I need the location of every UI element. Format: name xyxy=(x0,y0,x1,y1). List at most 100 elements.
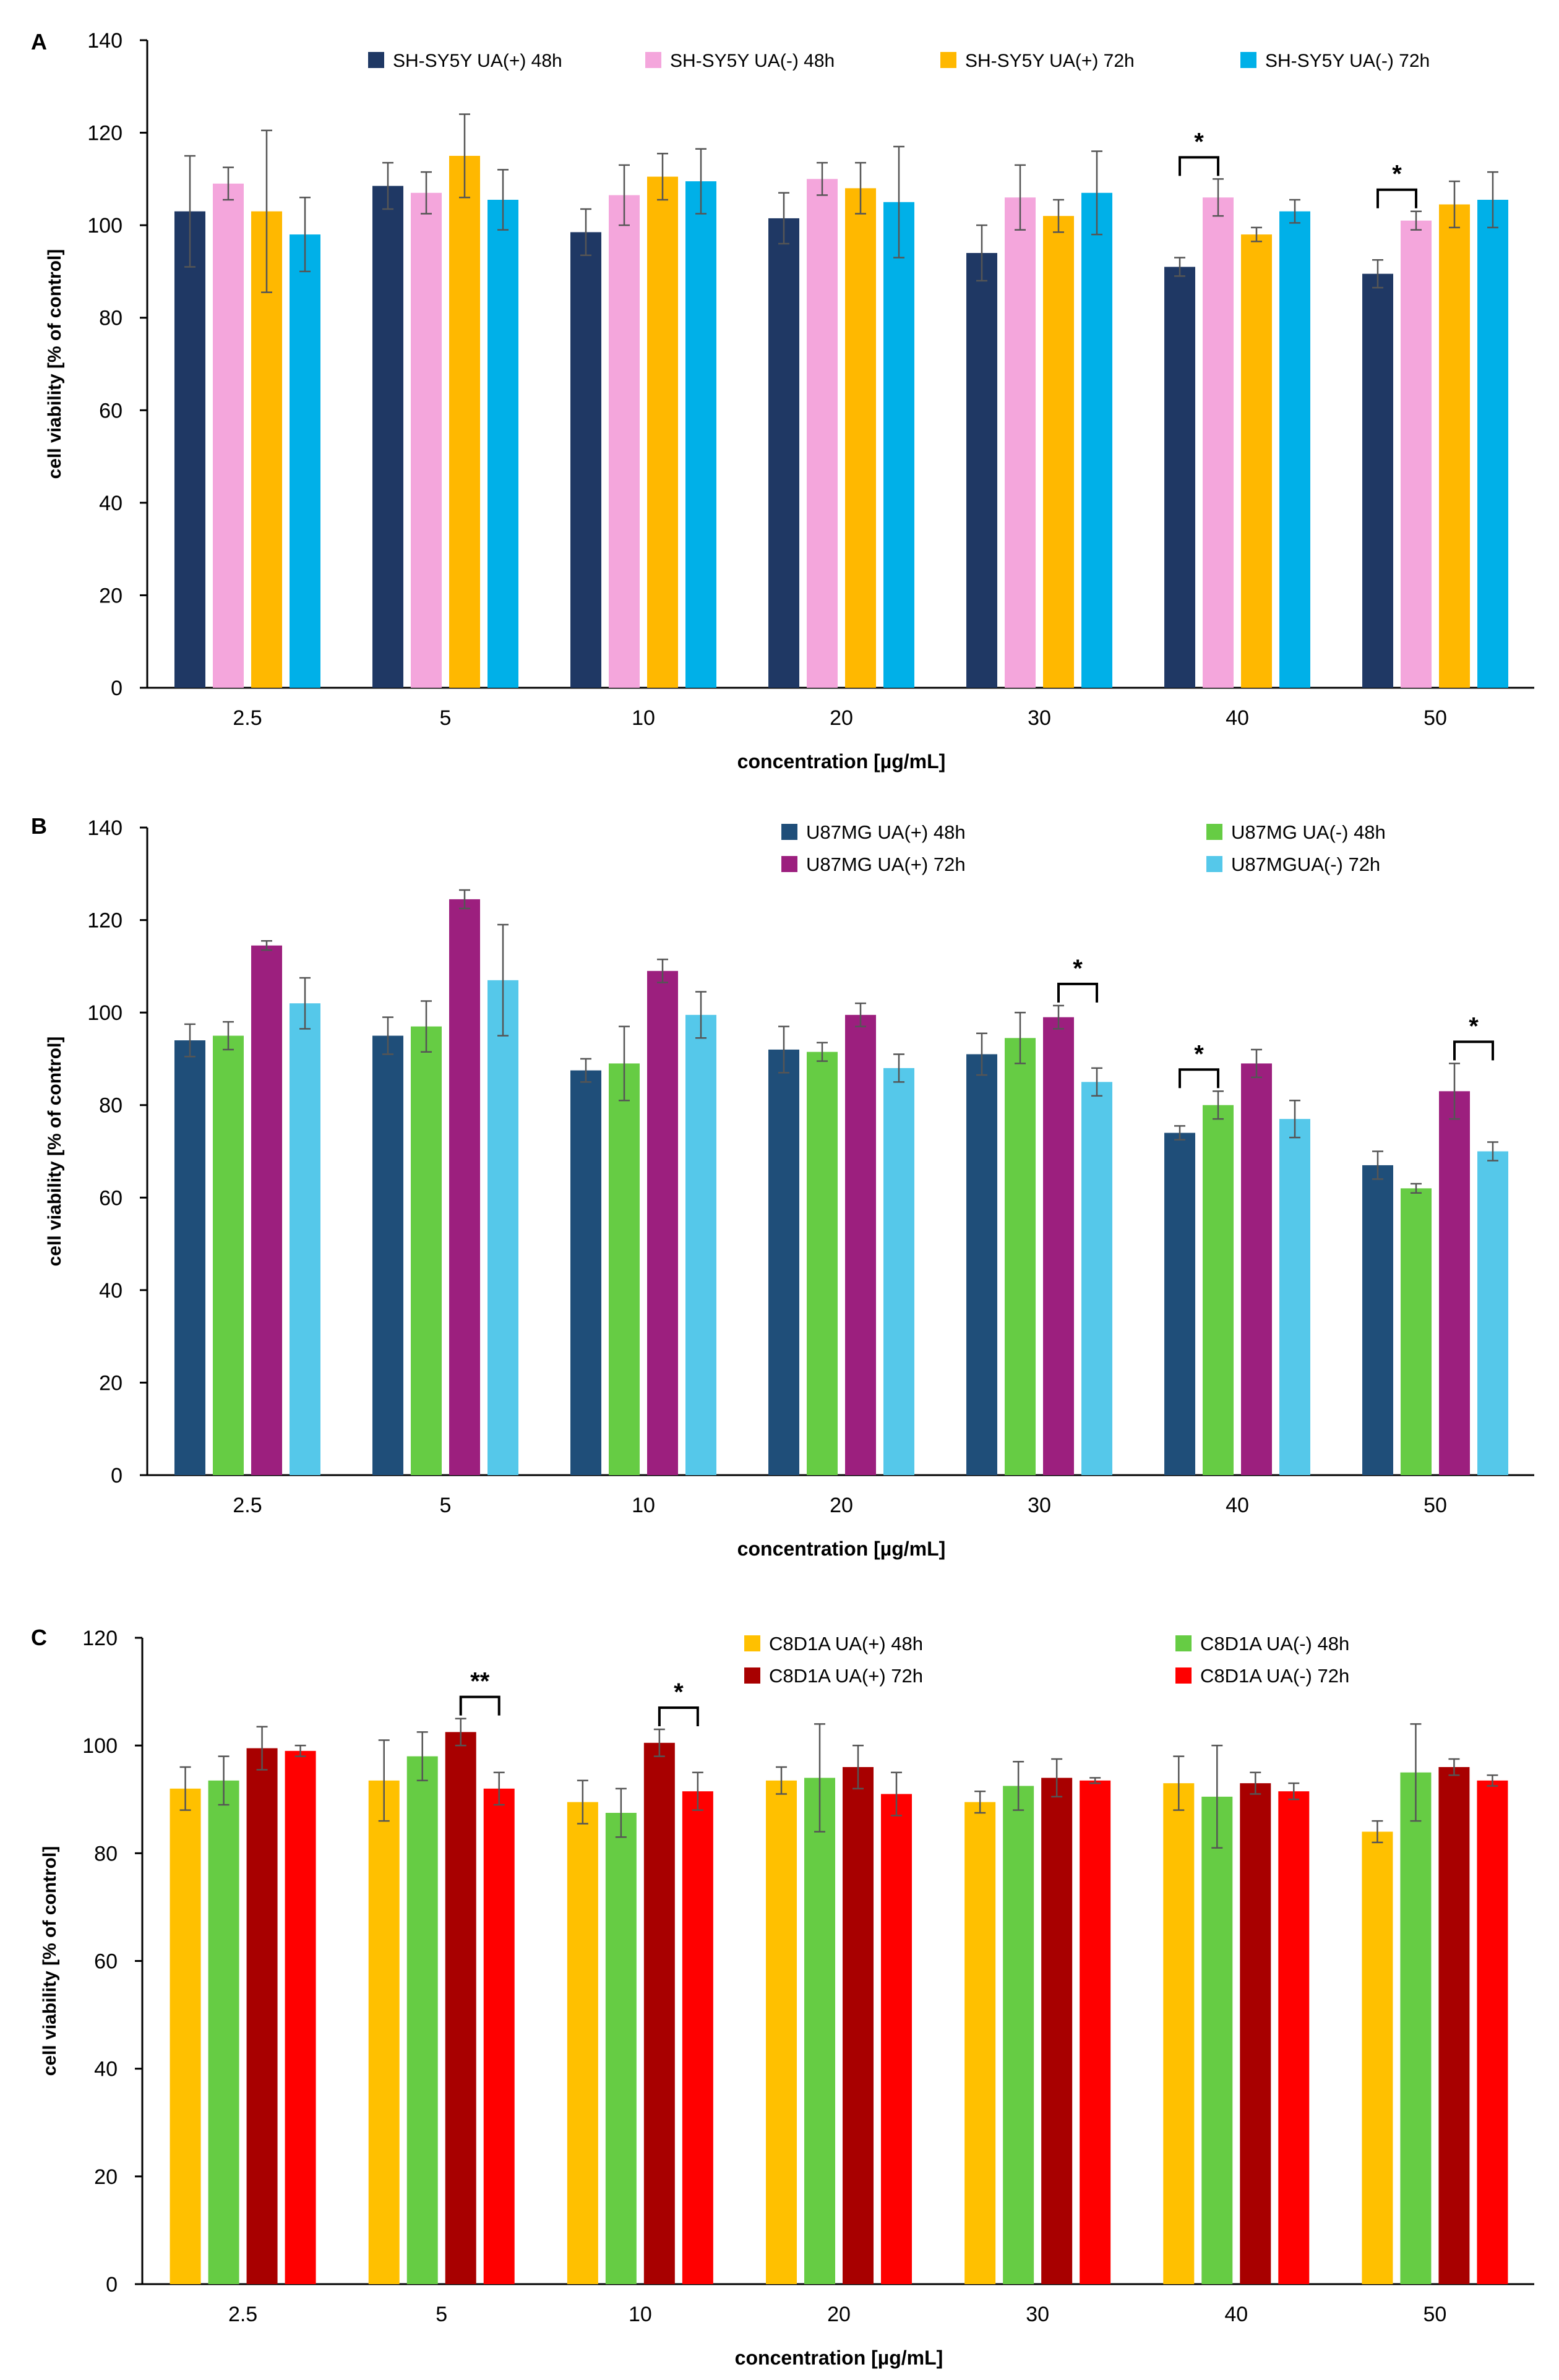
y-tick-label: 140 xyxy=(87,816,122,840)
x-tick-label: 50 xyxy=(1424,2303,1447,2326)
bar xyxy=(1401,220,1432,688)
bar xyxy=(1203,197,1234,688)
legend-label: U87MGUA(-) 72h xyxy=(1231,854,1380,875)
bar xyxy=(609,1063,640,1475)
y-tick-label: 40 xyxy=(94,2058,118,2081)
bar xyxy=(685,1014,716,1475)
bar xyxy=(1362,1831,1393,2284)
bar xyxy=(208,1780,239,2284)
x-axis-title: concentration [µg/mL] xyxy=(737,1538,946,1560)
bar xyxy=(483,1788,515,2284)
legend-label: C8D1A UA(-) 48h xyxy=(1200,1633,1349,1654)
bar xyxy=(881,1794,912,2284)
y-axis-title: cell viability [% of control] xyxy=(45,1037,65,1267)
legend-swatch xyxy=(368,52,384,68)
x-tick-label: 40 xyxy=(1224,2303,1248,2326)
legend-label: SH-SY5Y UA(-) 48h xyxy=(670,51,835,71)
significance-marker: * xyxy=(1194,128,1204,155)
bar xyxy=(1439,204,1470,688)
bar xyxy=(411,192,442,688)
bar xyxy=(883,202,914,688)
bar xyxy=(213,1035,244,1475)
significance-marker: * xyxy=(1392,161,1402,188)
bar xyxy=(1241,234,1272,688)
bar xyxy=(1400,1772,1432,2284)
bar xyxy=(605,1813,637,2284)
bar xyxy=(213,183,244,688)
x-tick-label: 10 xyxy=(629,2303,652,2326)
legend-swatch xyxy=(1240,52,1256,68)
significance-marker: * xyxy=(674,1679,684,1706)
bar xyxy=(174,1040,205,1475)
significance-marker: * xyxy=(1194,1040,1204,1068)
panel-b-chart: B 0 20 40 60 80 100 120 140 cell viability [% of… xyxy=(31,813,1534,1560)
x-tick-label: 30 xyxy=(1028,1494,1051,1517)
bar xyxy=(1362,1165,1393,1475)
y-tick-label: 60 xyxy=(99,399,122,422)
bar xyxy=(1241,1063,1272,1475)
bar xyxy=(1164,1132,1195,1475)
bar xyxy=(807,179,838,688)
bar xyxy=(1279,1119,1310,1475)
bar xyxy=(567,1802,598,2284)
bar xyxy=(1201,1796,1233,2284)
legend-label: SH-SY5Y UA(+) 48h xyxy=(393,51,562,71)
bar xyxy=(411,1026,442,1475)
significance-marker: * xyxy=(1469,1012,1479,1040)
bar xyxy=(883,1068,914,1475)
bar xyxy=(1164,267,1195,688)
x-tick-label: 10 xyxy=(632,706,655,730)
x-tick-label: 5 xyxy=(440,1494,452,1517)
y-tick-label: 40 xyxy=(99,492,122,515)
x-tick-label: 2.5 xyxy=(233,706,262,730)
bar xyxy=(1043,216,1074,688)
panel-a-label: A xyxy=(31,29,47,54)
bar xyxy=(964,1802,996,2284)
bar xyxy=(246,1748,278,2284)
legend-label: U87MG UA(-) 48h xyxy=(1231,821,1386,843)
bar xyxy=(1081,192,1112,688)
x-tick-label: 2.5 xyxy=(228,2303,257,2326)
legend-label: SH-SY5Y UA(+) 72h xyxy=(965,51,1135,71)
legend-swatch xyxy=(781,856,797,872)
x-tick-label: 5 xyxy=(436,2303,447,2326)
legend-swatch xyxy=(781,824,797,840)
legend-label: SH-SY5Y UA(-) 72h xyxy=(1265,51,1430,71)
y-tick-label: 120 xyxy=(82,1627,118,1650)
y-axis-title: cell viability [% of control] xyxy=(45,249,65,479)
significance-bracket xyxy=(1179,1068,1219,1089)
panel-b-label: B xyxy=(31,813,47,839)
bar xyxy=(170,1788,201,2284)
x-tick-label: 40 xyxy=(1226,1494,1249,1517)
bar xyxy=(1003,1786,1034,2284)
legend-swatch xyxy=(645,52,661,68)
bar xyxy=(609,195,640,688)
y-tick-label: 60 xyxy=(99,1186,122,1210)
significance-bracket xyxy=(459,1695,500,1716)
y-tick-label: 80 xyxy=(99,307,122,330)
bar xyxy=(372,1035,403,1475)
y-tick-label: 20 xyxy=(94,2165,118,2189)
y-tick-label: 100 xyxy=(87,1001,122,1025)
bar xyxy=(845,1014,876,1475)
x-axis-title: concentration [µg/mL] xyxy=(737,750,946,773)
y-tick-label: 120 xyxy=(87,909,122,933)
bar xyxy=(1080,1780,1111,2284)
bar xyxy=(1362,273,1393,688)
legend-label: C8D1A UA(+) 72h xyxy=(769,1665,923,1687)
bar xyxy=(843,1767,874,2284)
bar xyxy=(766,1780,797,2284)
bar xyxy=(1081,1082,1112,1475)
bar xyxy=(1203,1105,1234,1475)
legend-swatch xyxy=(1175,1667,1192,1684)
bar xyxy=(449,155,480,688)
x-tick-label: 40 xyxy=(1226,706,1249,730)
significance-bracket xyxy=(1179,156,1219,176)
y-tick-label: 0 xyxy=(106,2273,118,2297)
bar xyxy=(1477,200,1508,688)
legend-swatch xyxy=(744,1667,760,1684)
bar xyxy=(1278,1791,1310,2284)
significance-marker: * xyxy=(1073,955,1083,982)
